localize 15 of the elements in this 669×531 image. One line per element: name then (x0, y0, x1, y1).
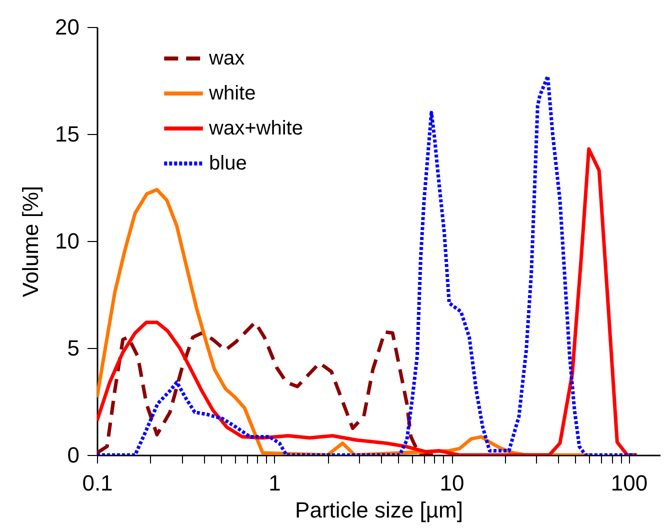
legend-label: wax+white (208, 118, 303, 140)
legend-label: blue (209, 152, 247, 174)
x-tick-label: 1 (268, 470, 281, 496)
y-axis-title: Volume [%] (18, 186, 44, 298)
legend-label: white (208, 82, 256, 104)
legend-label: wax (208, 48, 245, 70)
y-tick-label: 10 (55, 228, 80, 254)
y-tick-label: 15 (55, 122, 80, 146)
x-tick-label: 0.1 (82, 470, 113, 496)
x-tick-label: 100 (610, 470, 648, 496)
x-tick-label: 10 (440, 470, 464, 496)
y-tick-label: 5 (67, 336, 80, 360)
y-tick-label: 0 (67, 442, 80, 468)
x-axis-title: Particle size [µm] (295, 498, 463, 522)
y-tick-label: 20 (55, 14, 80, 40)
